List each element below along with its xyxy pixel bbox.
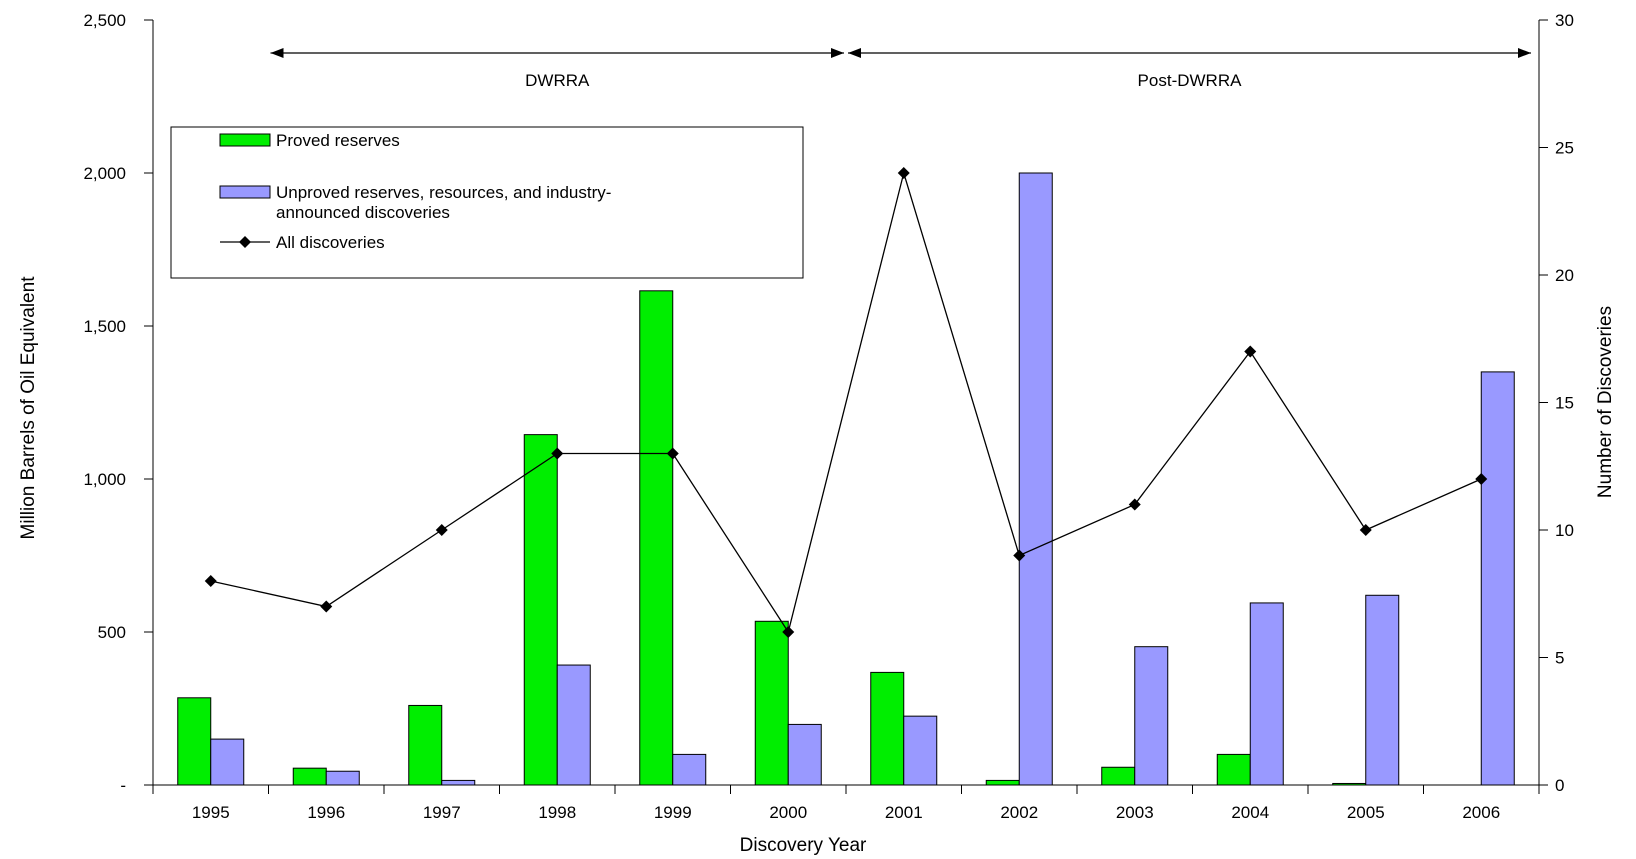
line-all-discoveries <box>210 170 1482 634</box>
bar-proved-1996 <box>292 767 327 786</box>
marker-all-2004 <box>1244 345 1257 358</box>
legend-swatch-proved <box>219 133 271 147</box>
y2-tick-label: 30 <box>1555 11 1574 30</box>
annotation-arrowhead-left <box>270 48 284 58</box>
x-tick-label: 1998 <box>538 803 576 822</box>
x-axis-title: Discovery Year <box>740 835 867 856</box>
bar-unproved-1998 <box>556 664 591 786</box>
marker-all-1998 <box>551 447 564 460</box>
marker-all-2001 <box>897 167 910 179</box>
bar-proved-1995 <box>177 697 212 786</box>
legend-box <box>170 126 804 279</box>
x-tick-label: 2004 <box>1231 803 1269 822</box>
annotation-label: Post-DWRRA <box>1138 71 1243 90</box>
x-tick-label: 1996 <box>307 803 345 822</box>
x-tick-label: 1999 <box>654 803 692 822</box>
bar-unproved-2006 <box>1480 371 1515 786</box>
x-tick-label: 2002 <box>1000 803 1038 822</box>
x-tick-label: 1997 <box>423 803 461 822</box>
marker-all-2003 <box>1128 498 1141 511</box>
bar-unproved-2004 <box>1249 602 1284 786</box>
legend-label-unproved-line1: Unproved reserves, resources, and indust… <box>276 183 611 202</box>
y2-tick-label: 10 <box>1555 521 1574 540</box>
marker-all-1996 <box>320 600 333 613</box>
legend-swatch-unproved <box>219 185 271 199</box>
bar-unproved-2002 <box>1018 172 1053 786</box>
bar-proved-1999 <box>639 290 674 786</box>
annotation-arrowhead-right <box>1518 48 1531 58</box>
axes-layer: - 500 1,000 1,500 2,000 2,500 0 5 10 15 20 25 30 1995… <box>83 11 1573 822</box>
x-tick-label: 2000 <box>769 803 807 822</box>
y2-tick-label: 5 <box>1555 649 1564 668</box>
annotation-arrowhead-left <box>848 48 861 58</box>
bar-unproved-1995 <box>210 738 245 786</box>
bar-unproved-2000 <box>787 723 822 786</box>
y2-axis-title: Number of Discoveries <box>1595 306 1616 498</box>
bar-proved-2003 <box>1101 766 1136 786</box>
y-tick-label: 1,000 <box>83 470 126 489</box>
marker-all-2002 <box>1013 549 1026 562</box>
marker-all-2005 <box>1359 524 1372 536</box>
x-tick-label: 2005 <box>1347 803 1385 822</box>
x-tick-label: 2006 <box>1462 803 1500 822</box>
y2-tick-label: 25 <box>1555 139 1574 158</box>
legend-label-unproved-line2: announced discoveries <box>276 203 450 222</box>
legend-marker-all <box>239 236 251 248</box>
y-tick-label: 1,500 <box>83 317 126 336</box>
y2-tick-label: 20 <box>1555 266 1574 285</box>
bar-proved-2002 <box>985 779 1020 786</box>
bar-unproved-1999 <box>672 753 707 786</box>
y-tick-label: 2,000 <box>83 164 126 183</box>
bar-unproved-2005 <box>1365 594 1400 786</box>
y-tick-label: - <box>120 776 126 795</box>
annotation-label: DWRRA <box>525 71 590 90</box>
marker-all-1999 <box>666 447 679 460</box>
marker-all-2000 <box>782 626 795 638</box>
marker-all-2006 <box>1475 473 1488 485</box>
bar-proved-2004 <box>1216 753 1251 786</box>
annotation-layer: DWRRA Post-DWRRA <box>270 48 1531 90</box>
bar-unproved-2001 <box>903 715 938 786</box>
bar-proved-1997 <box>408 704 443 786</box>
y2-tick-label: 0 <box>1555 776 1564 795</box>
y-axis-title: Million Barrels of Oil Equivalent <box>18 276 39 540</box>
bar-unproved-1997 <box>441 779 476 786</box>
y-tick-label: 2,500 <box>83 11 126 30</box>
annotation-arrowhead-right <box>831 48 844 58</box>
line-layer <box>204 167 1488 638</box>
x-tick-label: 2001 <box>885 803 923 822</box>
bar-proved-2001 <box>870 671 905 786</box>
x-tick-label: 2003 <box>1116 803 1154 822</box>
bar-unproved-2003 <box>1134 646 1169 786</box>
y2-tick-label: 15 <box>1555 394 1574 413</box>
bars-layer <box>177 172 1515 786</box>
x-tick-label: 1995 <box>192 803 230 822</box>
marker-all-1995 <box>204 575 217 587</box>
marker-all-1997 <box>435 524 448 536</box>
bar-proved-2000 <box>754 620 789 786</box>
legend-label-all: All discoveries <box>276 233 385 252</box>
bar-proved-1998 <box>523 434 558 786</box>
bar-unproved-1996 <box>325 770 360 786</box>
legend: Proved reserves Unproved reserves, resou… <box>170 126 804 279</box>
legend-label-proved: Proved reserves <box>276 131 400 150</box>
y-tick-label: 500 <box>98 623 126 642</box>
